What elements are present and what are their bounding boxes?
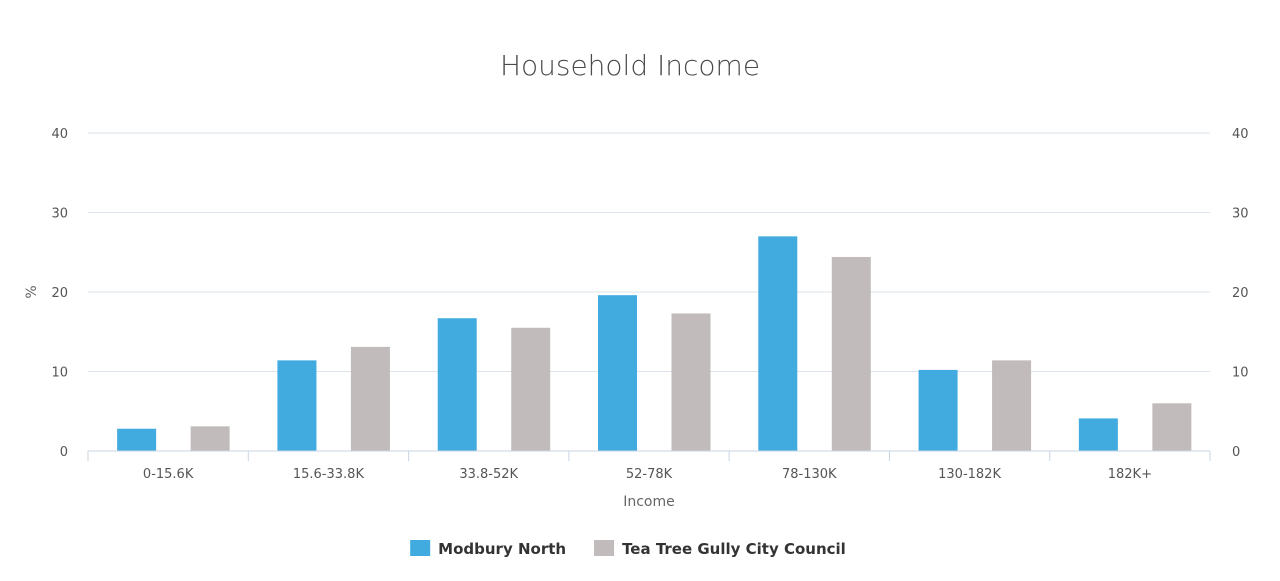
legend-item: Modbury North (410, 540, 566, 558)
y-tick-label: 0 (60, 445, 68, 460)
legend-item: Tea Tree Gully City Council (594, 540, 846, 558)
grid-lines (88, 132, 1210, 372)
y-axis-title: % (24, 285, 40, 298)
bar-modbury-north (437, 318, 477, 451)
y-tick-label-right: 30 (1232, 207, 1249, 222)
bar-tea-tree-gully (190, 426, 230, 451)
legend-swatch (594, 540, 615, 556)
y-tick-label-right: 0 (1232, 445, 1240, 460)
legend-swatch (410, 540, 431, 556)
x-tick-label: 15.6-33.8K (293, 467, 365, 482)
x-tick-label: 182K+ (1108, 467, 1152, 482)
bar-tea-tree-gully (1152, 403, 1192, 451)
bar-tea-tree-gully (831, 257, 871, 451)
y-tick-label: 40 (51, 127, 68, 142)
bars (117, 236, 1192, 451)
x-axis: 0-15.6K 15.6-33.8K 33.8-52K 52-78K 78-130K 13… (87, 450, 1211, 482)
x-tick-label: 33.8-52K (459, 467, 518, 482)
x-axis-title: Income (623, 494, 675, 510)
y-tick-label-right: 20 (1232, 286, 1249, 301)
y-tick-label-right: 40 (1232, 127, 1249, 142)
legend-label: Tea Tree Gully City Council (622, 540, 846, 558)
bar-modbury-north (758, 236, 798, 451)
bar-modbury-north (918, 369, 958, 451)
bar-tea-tree-gully (350, 346, 390, 451)
bar-modbury-north (277, 360, 317, 451)
y-axis-left: 0 10 20 30 40 (51, 127, 68, 460)
bar-modbury-north (1078, 418, 1118, 451)
bar-modbury-north (598, 295, 637, 451)
y-axis-right: 0 10 20 30 40 (1232, 127, 1249, 460)
y-tick-label-right: 10 (1232, 366, 1249, 381)
bar-modbury-north (117, 428, 157, 451)
y-tick-label: 20 (51, 286, 68, 301)
y-tick-label: 10 (51, 366, 68, 381)
legend: Modbury North Tea Tree Gully City Council (410, 540, 846, 558)
chart-title: Household Income (500, 49, 760, 82)
x-tick-label: 0-15.6K (143, 467, 194, 482)
bar-tea-tree-gully (992, 360, 1032, 451)
x-tick-label: 52-78K (626, 467, 673, 482)
y-tick-label: 30 (51, 207, 68, 222)
x-tick-label: 78-130K (782, 467, 837, 482)
bar-tea-tree-gully (671, 313, 711, 451)
legend-label: Modbury North (438, 540, 566, 558)
x-tick-label: 130-182K (938, 467, 1001, 482)
bar-tea-tree-gully (511, 327, 551, 451)
